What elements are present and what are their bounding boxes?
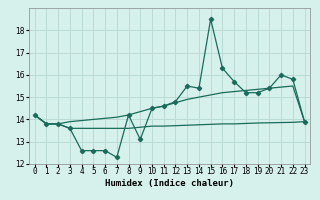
- X-axis label: Humidex (Indice chaleur): Humidex (Indice chaleur): [105, 179, 234, 188]
